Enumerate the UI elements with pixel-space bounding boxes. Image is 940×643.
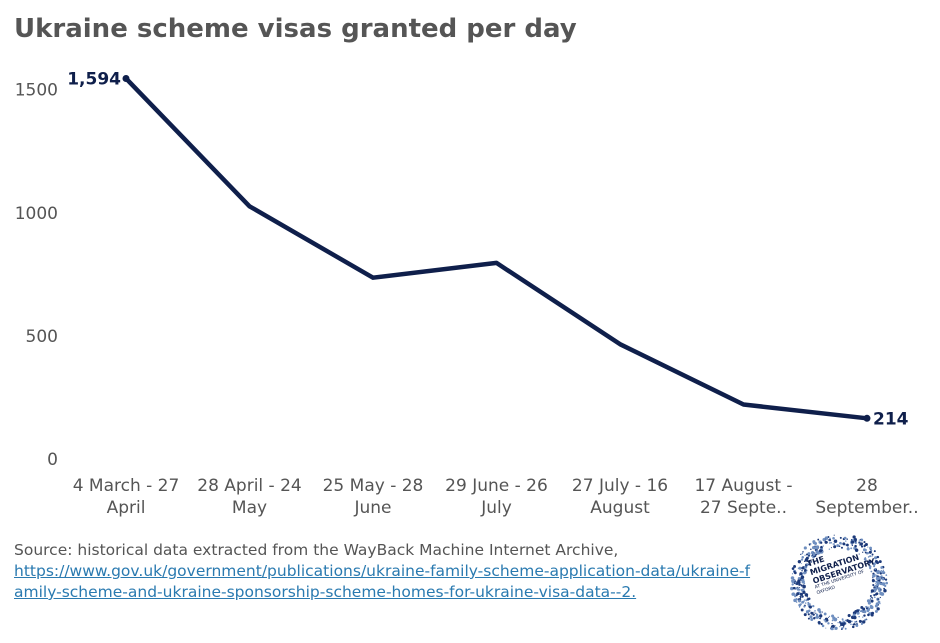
y-axis: 0 500 1000 1500 — [15, 81, 58, 470]
x-tick-label: 28 April - 24 May — [197, 476, 301, 518]
chart-title: Ukraine scheme visas granted per day — [14, 14, 577, 44]
x-tick-label: 4 March - 27 April — [73, 476, 180, 518]
source-text: Source: historical data extracted from t… — [14, 541, 619, 559]
source-link[interactable]: https://www.gov.uk/government/publicatio… — [14, 562, 751, 601]
data-label-layer: 1,594 214 — [67, 69, 908, 429]
x-tick-label: 29 June - 26 July — [445, 476, 548, 518]
data-label: 1,594 — [67, 69, 121, 89]
series-line — [123, 76, 870, 421]
y-tick-label: 1500 — [15, 81, 58, 101]
x-tick-label: 17 August -27 Septe.. — [694, 476, 792, 518]
x-axis: 4 March - 27 April 28 April - 24 May 25 May … — [73, 476, 919, 518]
x-tick-label: 27 July - 16 August — [572, 476, 668, 518]
migration-observatory-logo — [790, 534, 888, 631]
x-tick-label: 25 May - 28 June — [323, 476, 424, 518]
series-layer — [122, 74, 871, 422]
data-point — [863, 414, 871, 422]
y-tick-label: 0 — [47, 450, 58, 470]
source-note: Source: historical data extracted from t… — [14, 540, 754, 603]
y-tick-label: 500 — [26, 327, 58, 347]
line-chart: 0 500 1000 1500 4 March - 27 April 28 April -… — [15, 69, 919, 518]
x-tick-label: 28 September.. — [815, 476, 918, 518]
y-tick-label: 1000 — [15, 204, 58, 224]
data-label: 214 — [873, 409, 909, 429]
data-point — [122, 74, 130, 82]
